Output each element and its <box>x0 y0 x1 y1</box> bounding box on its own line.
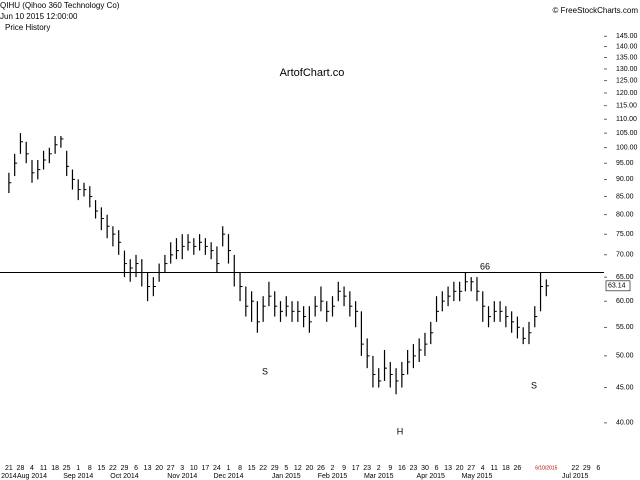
x-tick-label: 29 <box>583 465 591 472</box>
x-tick-label: 15 <box>97 465 105 472</box>
x-tick-label: 20 <box>305 465 313 472</box>
x-tick-label: 25 <box>63 465 71 472</box>
x-tick-label: 22 <box>109 465 117 472</box>
last-price-label: 63.14 <box>608 283 626 290</box>
x-month-label: Sep 2014 <box>63 473 93 480</box>
x-month-label: Mar 2015 <box>364 473 394 480</box>
x-tick-label: 2 <box>331 465 335 472</box>
x-tick-label: 10 <box>190 465 198 472</box>
x-tick-label: 26 <box>317 465 325 472</box>
x-month-label: Jul 2015 <box>562 473 589 480</box>
x-tick-label: 17 <box>201 465 209 472</box>
x-tick-label: 23 <box>363 465 371 472</box>
level-label: 66 <box>480 261 490 271</box>
x-tick-label: 5 <box>284 465 288 472</box>
x-tick-label: 1 <box>76 465 80 472</box>
y-tick-label: 50.00 <box>616 353 634 360</box>
y-tick-label: 105.00 <box>616 130 638 137</box>
x-tick-label: 29 <box>121 465 129 472</box>
x-tick-label: 20 <box>155 465 163 472</box>
x-tick-label: 21 <box>5 465 13 472</box>
x-tick-label: 17 <box>352 465 360 472</box>
x-tick-label: 4 <box>481 465 485 472</box>
x-tick-label: 4 <box>30 465 34 472</box>
x-tick-label: 30 <box>421 465 429 472</box>
x-tick-label: 6 <box>596 465 600 472</box>
x-tick-label: 6/10/2015 <box>535 465 557 471</box>
x-month-label: Dec 2014 <box>214 473 244 480</box>
x-month-label: May 2015 <box>462 473 493 480</box>
y-tick-label: 90.00 <box>616 176 634 183</box>
x-month-label: Oct 2014 <box>110 473 139 480</box>
x-tick-label: 6 <box>435 465 439 472</box>
y-tick-label: 80.00 <box>616 212 634 219</box>
last-price-box <box>605 280 631 292</box>
y-tick-label: 45.00 <box>616 384 634 391</box>
x-tick-label: 18 <box>51 465 59 472</box>
y-tick-label: 145.00 <box>616 33 638 40</box>
y-tick-label: 60.00 <box>616 298 634 305</box>
x-tick-label: 11 <box>40 465 47 472</box>
x-tick-label: 24 <box>213 465 221 472</box>
y-tick-label: 65.00 <box>616 274 634 281</box>
x-tick-label: 12 <box>294 465 302 472</box>
x-month-label: 2014 <box>1 473 17 480</box>
x-tick-label: 2 <box>377 465 381 472</box>
pattern-label: S <box>531 380 537 390</box>
x-tick-label: 27 <box>467 465 475 472</box>
y-tick-label: 40.00 <box>616 420 634 427</box>
y-tick-label: 140.00 <box>616 44 638 51</box>
y-tick-label: 115.00 <box>616 103 637 110</box>
x-tick-label: 6 <box>134 465 138 472</box>
x-month-label: Jan 2015 <box>272 473 301 480</box>
y-tick-label: 130.00 <box>616 66 638 73</box>
x-month-label: Nov 2014 <box>167 473 197 480</box>
pattern-label: H <box>397 426 404 436</box>
x-tick-label: 22 <box>571 465 579 472</box>
y-tick-label: 75.00 <box>616 231 634 238</box>
y-tick-label: 95.00 <box>616 160 634 167</box>
x-tick-label: 1 <box>227 465 231 472</box>
source: © FreeStockCharts.com <box>553 6 639 15</box>
panel-title: Price History <box>5 23 50 32</box>
x-month-label: Feb 2015 <box>318 473 348 480</box>
x-tick-label: 27 <box>167 465 175 472</box>
y-tick-label: 55.00 <box>616 324 634 331</box>
y-tick-label: 120.00 <box>616 90 638 97</box>
x-tick-label: 3 <box>180 465 184 472</box>
x-tick-label: 23 <box>410 465 418 472</box>
y-tick-label: 85.00 <box>616 193 634 200</box>
x-tick-label: 16 <box>398 465 406 472</box>
watermark: ArtofChart.co <box>280 67 345 79</box>
x-tick-label: 8 <box>88 465 92 472</box>
x-tick-label: 22 <box>259 465 267 472</box>
y-tick-label: 110.00 <box>616 116 637 123</box>
y-tick-label: 125.00 <box>616 78 638 85</box>
x-month-label: Apr 2015 <box>417 473 446 480</box>
x-tick-label: 9 <box>388 465 392 472</box>
x-tick-label: 9 <box>342 465 346 472</box>
x-tick-label: 11 <box>491 465 498 472</box>
pattern-label: S <box>262 366 268 376</box>
symbol-title: QIHU (Qihoo 360 Technology Co) <box>0 1 120 10</box>
y-tick-label: 100.00 <box>616 145 638 152</box>
x-tick-label: 28 <box>17 465 25 472</box>
x-tick-label: 13 <box>444 465 452 472</box>
x-tick-label: 18 <box>502 465 510 472</box>
y-tick-label: 135.00 <box>616 54 638 61</box>
x-tick-label: 20 <box>456 465 464 472</box>
y-tick-label: 70.00 <box>616 252 634 259</box>
x-tick-label: 15 <box>248 465 256 472</box>
x-tick-label: 26 <box>514 465 522 472</box>
x-tick-label: 8 <box>238 465 242 472</box>
x-month-label: Aug 2014 <box>17 473 47 480</box>
x-tick-label: 13 <box>144 465 152 472</box>
timestamp: Jun 10 2015 12:00:00 <box>0 12 78 21</box>
x-tick-label: 29 <box>271 465 279 472</box>
